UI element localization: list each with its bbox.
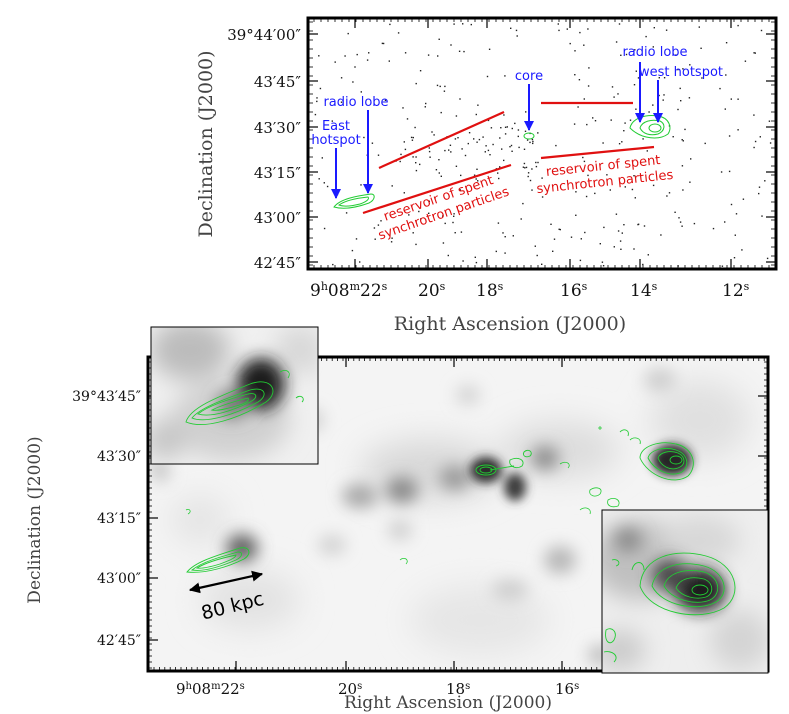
top-y-tick-4: 43′00″ (254, 209, 302, 227)
bottom-faint-contours (185, 426, 620, 565)
top-axis-ticks (308, 18, 776, 269)
core-label: core (515, 69, 543, 84)
bottom-east-contour (186, 547, 250, 573)
top-x-tick-2: 18s (476, 280, 504, 301)
top-y-tick-2: 43′30″ (254, 119, 302, 137)
bottom-y-tick-4: 42′45″ (97, 633, 141, 649)
bottom-core-contour (475, 449, 532, 476)
top-y-tick-0: 39°44′00″ (227, 26, 301, 44)
top-x-axis-label: Right Ascension (J2000) (394, 313, 626, 335)
east-hotspot-label-2: hotspot (311, 133, 360, 148)
bottom-panel: 80 kpc 39°43′45″ 43′30″ 43′15″ 43′00″ 42… (25, 326, 770, 713)
bottom-y-tick-3: 43′00″ (97, 571, 141, 587)
top-panel: East hotspot radio lobe core radio lobe … (195, 16, 778, 335)
top-y-axis-label: Declination (J2000) (195, 50, 217, 237)
bottom-x-tick-2: 18s (446, 680, 470, 698)
reservoir-line-west-lower (540, 145, 655, 160)
top-y-tick-3: 43′15″ (254, 164, 302, 182)
bottom-west-contour (619, 429, 694, 481)
bottom-y-tick-1: 43′30″ (97, 449, 141, 465)
top-x-tick-1: 20s (418, 280, 446, 301)
east-hotspot-label-1: East (322, 119, 350, 134)
west-lobe-label: radio lobe (622, 45, 687, 60)
noise-dots (314, 23, 772, 267)
top-plot-frame (306, 16, 778, 271)
inset-east-hotspot (150, 326, 319, 465)
top-x-tick-5: 12s (722, 280, 750, 301)
top-x-tick-4: 14s (630, 280, 658, 301)
reservoir-lines (362, 101, 655, 215)
east-lobe-label: radio lobe (323, 95, 388, 110)
east-hotspot-contour (333, 193, 375, 209)
bottom-y-tick-2: 43′15″ (97, 511, 141, 527)
bottom-y-axis-label: Declination (J2000) (25, 436, 45, 603)
bottom-x-axis-label: Right Ascension (J2000) (344, 693, 552, 713)
core-contour (523, 132, 535, 140)
top-x-tick-0: 9h08m22s (310, 280, 388, 301)
bottom-y-tick-0: 39°43′45″ (72, 389, 141, 405)
inset-west-hotspot (601, 509, 769, 674)
top-y-tick-5: 42′45″ (254, 254, 302, 272)
top-x-tick-3: 16s (560, 280, 588, 301)
reservoir-line-east-upper (378, 110, 505, 170)
west-hotspot-label: west hotspot (639, 65, 723, 80)
reservoir-line-east-lower (362, 163, 512, 215)
annotation-arrows (331, 62, 663, 199)
bottom-x-tick-1: 20s (338, 680, 362, 698)
bottom-x-tick-3: 16s (555, 680, 579, 698)
scale-bar-arrow (188, 570, 264, 594)
bottom-x-tick-0: 9h08m22s (176, 680, 245, 698)
top-y-tick-1: 43′45″ (254, 73, 302, 91)
